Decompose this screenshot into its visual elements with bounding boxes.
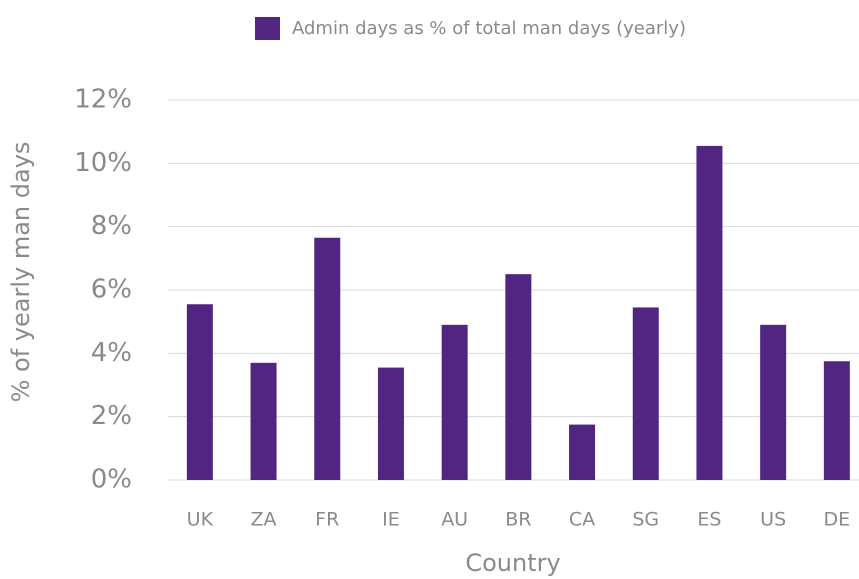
x-axis-title: Country [465,549,560,577]
x-tick-label: ES [697,509,721,531]
bar [441,324,468,480]
bar [569,424,596,480]
bar [505,274,532,480]
y-tick-label: 6% [91,275,132,305]
legend-swatch [255,17,280,40]
x-tick-label: CA [569,509,595,531]
x-tick-label: SG [632,509,659,531]
bar [823,361,850,480]
y-tick-label: 0% [91,465,132,495]
x-tick-label: AU [441,509,468,531]
bar [250,362,277,480]
x-tick-label: ZA [251,509,277,531]
bar [314,237,341,480]
y-axis-title: % of yearly man days [7,142,35,403]
bar [632,307,659,480]
x-tick-label: IE [382,509,400,531]
x-tick-label: US [760,509,786,531]
y-tick-label: 2% [91,401,132,431]
bar [760,324,787,480]
bar [696,145,723,480]
y-tick-label: 8% [91,211,132,241]
bar [186,304,213,480]
y-tick-label: 12% [74,85,132,115]
y-tick-label: 10% [74,148,132,178]
y-tick-label: 4% [91,338,132,368]
x-tick-label: BR [505,509,531,531]
legend-label: Admin days as % of total man days (yearl… [292,18,686,39]
x-tick-label: UK [187,509,214,531]
x-tick-label: FR [315,509,339,531]
bar [377,367,404,480]
x-tick-label: DE [824,509,851,531]
